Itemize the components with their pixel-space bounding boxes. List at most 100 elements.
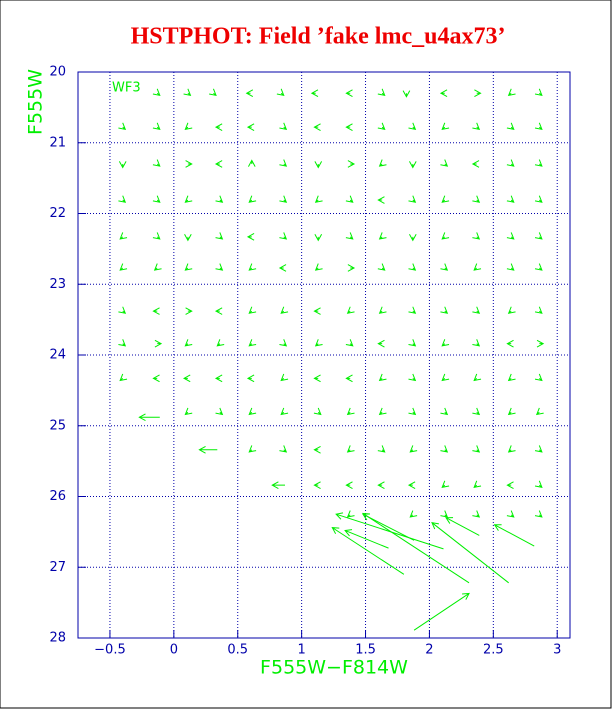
arrow bbox=[472, 510, 481, 518]
arrow bbox=[184, 407, 193, 416]
arrow bbox=[345, 374, 353, 383]
x-tick-label: 2 bbox=[425, 643, 433, 658]
arrow bbox=[506, 339, 514, 348]
arrow bbox=[345, 232, 354, 240]
arrow bbox=[216, 339, 225, 347]
arrow bbox=[347, 264, 356, 272]
arrow bbox=[534, 445, 543, 453]
arrow bbox=[440, 445, 449, 453]
arrow bbox=[118, 122, 127, 130]
arrow bbox=[214, 374, 223, 383]
arrow bbox=[534, 232, 543, 240]
arrow bbox=[184, 195, 193, 203]
arrow bbox=[313, 407, 322, 416]
arrow bbox=[214, 123, 223, 131]
arrow bbox=[248, 306, 257, 314]
arrow bbox=[280, 306, 289, 314]
arrow bbox=[346, 306, 355, 314]
arrow bbox=[506, 481, 514, 489]
arrow bbox=[536, 339, 545, 348]
x-tick-label: 0 bbox=[170, 643, 178, 658]
arrow bbox=[377, 339, 385, 348]
x-axis-label: F555W−F814W bbox=[260, 657, 408, 679]
arrow bbox=[314, 234, 323, 242]
y-tick-label: 24 bbox=[49, 348, 66, 363]
arrow bbox=[473, 263, 482, 271]
x-tick-label: 1 bbox=[297, 643, 305, 658]
arrow bbox=[441, 373, 450, 382]
arrow bbox=[119, 263, 128, 271]
arrow bbox=[362, 512, 470, 584]
arrow bbox=[215, 232, 224, 240]
arrow bbox=[440, 407, 449, 416]
arrow bbox=[402, 90, 411, 98]
arrow bbox=[314, 339, 323, 347]
arrow bbox=[534, 159, 543, 167]
arrow bbox=[198, 446, 218, 454]
arrow bbox=[314, 195, 323, 203]
arrow bbox=[506, 510, 515, 518]
arrow bbox=[441, 195, 450, 203]
plot-frame bbox=[77, 71, 571, 639]
y-axis-label: F555W bbox=[25, 69, 47, 135]
arrow bbox=[471, 160, 480, 168]
arrow bbox=[248, 195, 257, 203]
arrow bbox=[138, 413, 160, 422]
arrow bbox=[346, 510, 355, 518]
y-tick-label: 21 bbox=[49, 135, 66, 150]
arrow bbox=[313, 481, 321, 489]
arrow bbox=[279, 122, 288, 130]
arrow bbox=[409, 234, 417, 242]
arrow bbox=[246, 123, 255, 131]
arrow bbox=[440, 263, 449, 271]
arrow bbox=[246, 233, 255, 241]
arrow bbox=[474, 89, 482, 98]
arrow bbox=[431, 522, 509, 584]
y-tick-label: 28 bbox=[49, 631, 66, 646]
arrow bbox=[184, 234, 192, 242]
arrow bbox=[152, 232, 161, 240]
arrow bbox=[507, 373, 516, 382]
arrow bbox=[439, 89, 448, 98]
arrow bbox=[279, 445, 288, 453]
arrow bbox=[280, 407, 289, 416]
arrow bbox=[271, 481, 286, 489]
arrow bbox=[184, 122, 193, 130]
arrow bbox=[344, 529, 389, 549]
arrow bbox=[183, 374, 191, 383]
arrow bbox=[346, 407, 355, 416]
arrow bbox=[534, 510, 543, 518]
arrow bbox=[473, 373, 482, 382]
arrow bbox=[413, 592, 470, 631]
arrow bbox=[279, 159, 288, 167]
arrow bbox=[215, 263, 224, 271]
arrow bbox=[185, 307, 193, 315]
arrow bbox=[506, 263, 515, 271]
arrow bbox=[185, 160, 193, 168]
chart-title: HSTPHOT: Field ’fake lmc_u4ax73’ bbox=[131, 24, 506, 50]
arrow bbox=[248, 445, 257, 453]
arrow bbox=[507, 88, 516, 97]
arrow bbox=[331, 527, 405, 575]
arrow bbox=[445, 517, 480, 536]
arrow bbox=[209, 88, 217, 97]
arrow bbox=[119, 232, 128, 240]
arrow bbox=[378, 159, 387, 167]
arrow bbox=[118, 195, 127, 203]
arrow bbox=[246, 374, 255, 383]
arrow bbox=[440, 159, 449, 167]
arrow bbox=[152, 122, 161, 130]
annotation: WF3 bbox=[112, 81, 141, 96]
arrow bbox=[534, 88, 543, 97]
arrow bbox=[534, 195, 543, 203]
arrow bbox=[507, 407, 516, 416]
arrow bbox=[214, 307, 223, 315]
arrow bbox=[345, 339, 354, 347]
arrow bbox=[119, 373, 128, 382]
arrow bbox=[314, 263, 323, 271]
arrow bbox=[441, 232, 450, 240]
arrow bbox=[313, 446, 321, 454]
arrow bbox=[408, 195, 417, 203]
